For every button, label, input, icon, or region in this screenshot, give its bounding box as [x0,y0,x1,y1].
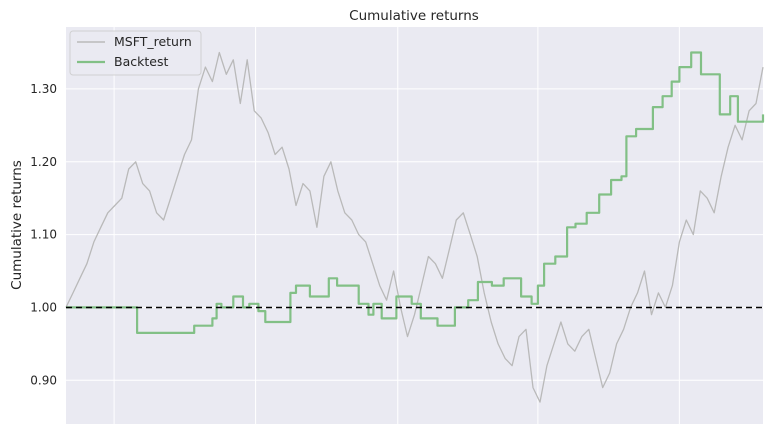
y-tick-label: 1.00 [30,300,57,314]
plot-background [66,27,763,424]
series-line-backtest [66,51,765,334]
y-tick-labels: 0.90 1.00 1.10 1.20 1.30 [30,82,57,387]
y-axis-label: Cumulative returns [9,160,25,290]
series-group [65,51,765,403]
series-line-msft [65,51,764,403]
y-tick-label: 0.90 [30,373,57,387]
y-tick-label: 1.30 [30,82,57,96]
legend-label-msft: MSFT_return [114,34,192,49]
legend-label-backtest: Backtest [114,54,168,69]
legend: MSFT_return Backtest [69,30,202,76]
y-tick-label: 1.20 [30,155,57,169]
chart-title: Cumulative returns [349,8,479,24]
y-tick-label: 1.10 [30,228,57,242]
